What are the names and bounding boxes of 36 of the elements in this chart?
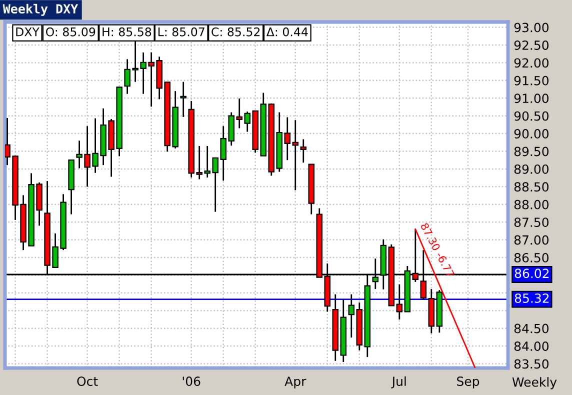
text: Weekly: [512, 377, 557, 390]
x-tick-label: '06: [182, 376, 200, 386]
y-tick-label: 86.50: [514, 252, 549, 262]
ref-line-label: 85.32: [514, 293, 549, 303]
x-tick-label: Oct: [77, 376, 98, 386]
y-tick-label: 88.50: [514, 182, 549, 192]
y-tick-label: 89.00: [514, 164, 549, 174]
annotation: O: 85.09: [46, 27, 96, 36]
y-tick-label: 90.00: [514, 129, 549, 138]
y-tick-label: 87.00: [514, 235, 549, 245]
y-tick-label: 88.00: [514, 200, 549, 210]
annotation: C: 85.52: [212, 27, 260, 36]
candlestick: [180, 81, 186, 118]
y-tick-label: 84.00: [514, 342, 549, 351]
annotation: DXY: [16, 28, 40, 36]
y-tick-label: 90.50: [514, 111, 549, 121]
candlestick: [396, 284, 403, 320]
ref-line-label: 86.02: [514, 268, 549, 278]
candlestick: [300, 138, 306, 164]
annotation: Δ: 0.44: [266, 27, 308, 36]
y-tick-label: 87.50: [514, 218, 549, 228]
x-tick-label: Apr: [284, 376, 306, 388]
y-tick-label: 91.50: [514, 76, 549, 86]
annotation: H: 85.58: [102, 27, 152, 36]
y-tick-label: 92.00: [514, 58, 549, 68]
y-tick-label: 92.50: [514, 40, 549, 50]
annotation: L: 85.07: [158, 27, 204, 36]
y-tick-label: 93.00: [514, 22, 549, 32]
y-tick-label: 83.50: [514, 359, 549, 369]
chart-title: Weekly DXY: [2, 4, 78, 16]
x-tick-label: Jul: [391, 376, 406, 388]
candlestick: [348, 294, 355, 338]
y-tick-label: 84.50: [514, 324, 549, 334]
x-tick-label: Sep: [457, 376, 480, 388]
y-tick-label: 91.00: [514, 94, 549, 104]
y-tick-label: 89.50: [514, 146, 549, 156]
